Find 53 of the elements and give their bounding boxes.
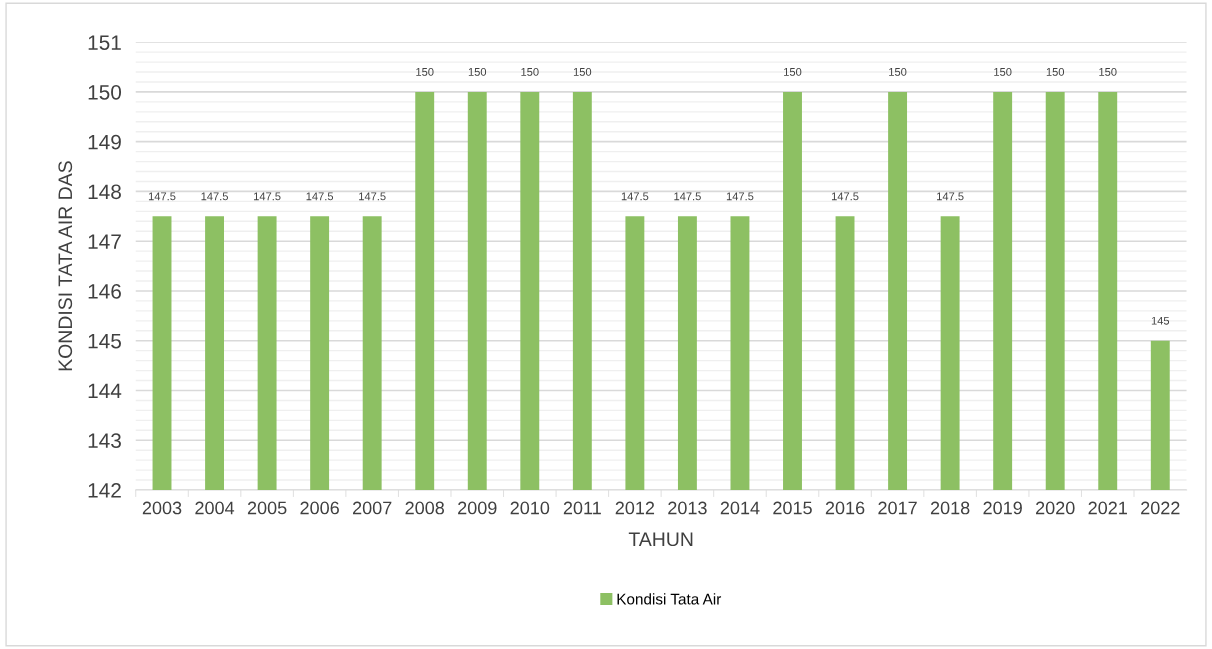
y-tick-label: 146 [88, 283, 121, 299]
x-tick-label: 2011 [563, 501, 601, 515]
x-tick-label: 2010 [510, 501, 550, 515]
data-label: 147.5 [831, 192, 859, 201]
x-tick-label: 2021 [1088, 501, 1127, 515]
x-tick-label: 2022 [1141, 501, 1180, 515]
x-tick-label: 2018 [930, 501, 970, 515]
data-label: 147.5 [937, 192, 964, 201]
x-tick-label: 2019 [983, 501, 1022, 515]
data-label: 147.5 [726, 192, 754, 201]
x-tick-label: 2003 [142, 501, 182, 515]
y-tick-label: 149 [88, 134, 121, 150]
y-tick-label: 148 [88, 184, 121, 200]
data-label: 150 [994, 67, 1012, 76]
y-tick-label: 151 [88, 35, 121, 50]
data-label: 147.5 [201, 192, 228, 201]
data-label: 147.5 [254, 192, 281, 201]
x-tick-label: 2017 [878, 501, 917, 515]
y-tick-label: 144 [88, 383, 122, 399]
y-tick-label: 147 [88, 234, 121, 249]
data-label: 150 [1099, 67, 1117, 76]
x-tick-label: 2006 [300, 501, 339, 515]
data-label: 147.5 [148, 192, 176, 201]
x-tick-label: 2007 [353, 501, 392, 515]
data-label: 147.5 [359, 192, 386, 201]
x-tick-label: 2005 [247, 501, 287, 515]
x-tick-label: 2004 [195, 501, 235, 515]
data-label: 150 [468, 67, 487, 76]
data-label: 147.5 [621, 192, 649, 201]
data-label: 145 [1151, 316, 1170, 325]
legend-label: Kondisi Tata Air [617, 593, 722, 605]
data-label: 147.5 [674, 192, 701, 201]
x-tick-label: 2009 [458, 501, 497, 515]
data-label: 150 [1046, 67, 1065, 76]
y-tick-label: 142 [88, 483, 121, 498]
data-label: 150 [889, 67, 907, 76]
x-tick-label: 2020 [1036, 501, 1075, 515]
x-tick-label: 2014 [720, 501, 760, 515]
data-label: 150 [521, 67, 539, 76]
data-label: 150 [784, 67, 802, 76]
data-label: 150 [573, 67, 592, 76]
x-axis-title: TAHUN [628, 532, 693, 547]
x-tick-label: 2015 [773, 501, 812, 515]
y-tick-label: 143 [88, 433, 121, 448]
x-tick-label: 2013 [668, 501, 707, 515]
x-tick-label: 2012 [615, 501, 655, 515]
y-tick-label: 145 [88, 333, 121, 349]
data-label: 147.5 [306, 192, 334, 201]
data-label: 150 [416, 67, 434, 76]
x-tick-label: 2016 [825, 501, 865, 515]
y-axis-title: KONDISI TATA AIR DAS [58, 161, 73, 371]
x-tick-label: 2008 [405, 501, 445, 515]
y-tick-label: 150 [88, 84, 122, 100]
